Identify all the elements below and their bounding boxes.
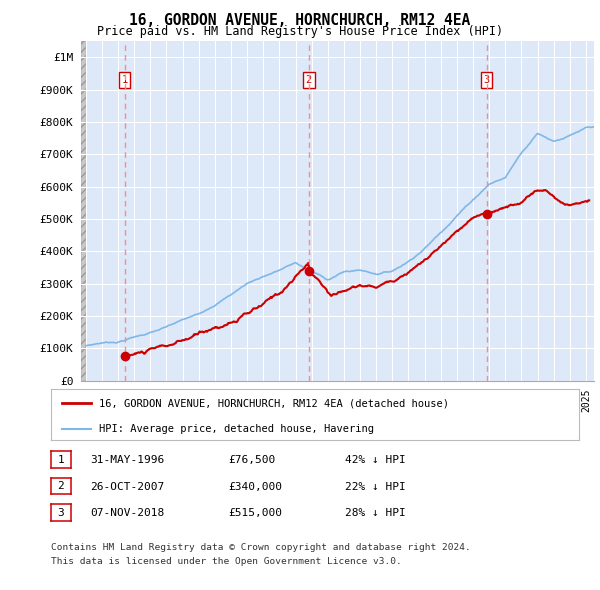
Text: 3: 3 <box>58 508 64 517</box>
Text: 16, GORDON AVENUE, HORNCHURCH, RM12 4EA (detached house): 16, GORDON AVENUE, HORNCHURCH, RM12 4EA … <box>98 398 449 408</box>
Text: 31-MAY-1996: 31-MAY-1996 <box>90 455 164 465</box>
Text: HPI: Average price, detached house, Havering: HPI: Average price, detached house, Have… <box>98 424 374 434</box>
Text: £515,000: £515,000 <box>228 509 282 518</box>
Text: This data is licensed under the Open Government Licence v3.0.: This data is licensed under the Open Gov… <box>51 558 402 566</box>
Text: 22% ↓ HPI: 22% ↓ HPI <box>345 482 406 491</box>
Text: 28% ↓ HPI: 28% ↓ HPI <box>345 509 406 518</box>
Bar <box>81 41 86 381</box>
Text: Price paid vs. HM Land Registry's House Price Index (HPI): Price paid vs. HM Land Registry's House … <box>97 25 503 38</box>
Text: 42% ↓ HPI: 42% ↓ HPI <box>345 455 406 465</box>
Text: 1: 1 <box>122 75 128 85</box>
Text: 07-NOV-2018: 07-NOV-2018 <box>90 509 164 518</box>
Text: 26-OCT-2007: 26-OCT-2007 <box>90 482 164 491</box>
Text: 2: 2 <box>305 75 312 85</box>
Text: 2: 2 <box>58 481 64 491</box>
Text: £76,500: £76,500 <box>228 455 275 465</box>
Text: Contains HM Land Registry data © Crown copyright and database right 2024.: Contains HM Land Registry data © Crown c… <box>51 543 471 552</box>
Text: 16, GORDON AVENUE, HORNCHURCH, RM12 4EA: 16, GORDON AVENUE, HORNCHURCH, RM12 4EA <box>130 13 470 28</box>
Text: £340,000: £340,000 <box>228 482 282 491</box>
Text: 3: 3 <box>484 75 490 85</box>
Text: 1: 1 <box>58 455 64 464</box>
